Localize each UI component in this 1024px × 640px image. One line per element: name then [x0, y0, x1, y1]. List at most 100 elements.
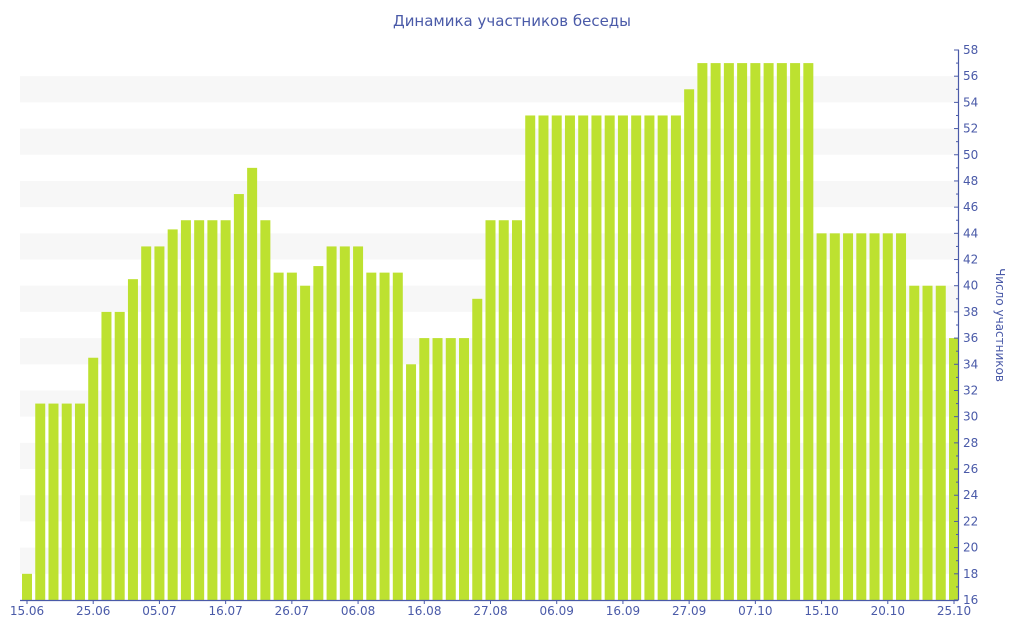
bar [154, 246, 165, 600]
y-tick-label: 52 [963, 122, 978, 136]
bar [697, 63, 708, 601]
bar [286, 272, 297, 600]
bar [101, 311, 112, 600]
x-tick-label: 15.10 [804, 604, 838, 618]
y-tick-label: 50 [963, 148, 978, 162]
y-tick-label: 44 [963, 226, 978, 240]
bar [922, 285, 933, 600]
grid-band [20, 76, 958, 103]
bar [829, 233, 840, 601]
y-tick-label: 16 [963, 593, 978, 607]
bar [498, 220, 509, 600]
bar [790, 63, 801, 601]
bar [856, 233, 867, 601]
bar [657, 115, 668, 600]
x-tick-label: 07.10 [738, 604, 772, 618]
bar [167, 229, 178, 600]
x-tick-label: 06.09 [540, 604, 574, 618]
bar [366, 272, 377, 600]
x-tick-label: 25.06 [76, 604, 110, 618]
bar [326, 246, 337, 600]
y-tick-label: 22 [963, 514, 978, 528]
bar [194, 220, 205, 600]
bar [485, 220, 496, 600]
bar [392, 272, 403, 600]
bar [564, 115, 575, 600]
bar [803, 63, 814, 601]
chart-title: Динамика участников беседы [392, 12, 632, 30]
grid-band [20, 128, 958, 155]
bar [353, 246, 364, 600]
bar [313, 266, 324, 600]
y-tick-label: 34 [963, 357, 978, 371]
bar [74, 403, 85, 600]
y-tick-label: 42 [963, 253, 978, 267]
bar [127, 279, 138, 600]
x-tick-label: 15.06 [10, 604, 44, 618]
bar [896, 233, 907, 601]
bar [644, 115, 655, 600]
y-tick-label: 58 [963, 43, 978, 57]
x-tick-label: 05.07 [142, 604, 176, 618]
bar [207, 220, 218, 600]
bar [35, 403, 46, 600]
bar [763, 63, 774, 601]
bar [670, 115, 681, 600]
bar [406, 364, 417, 600]
bar [723, 63, 734, 601]
y-tick-label: 24 [963, 488, 978, 502]
bar [419, 338, 430, 600]
bar [737, 63, 748, 601]
bar [273, 272, 284, 600]
grid-band [20, 180, 958, 208]
x-tick-label: 16.09 [606, 604, 640, 618]
bar [551, 115, 562, 600]
x-tick-label: 27.08 [473, 604, 507, 618]
bar [180, 220, 191, 600]
bar [220, 220, 231, 600]
bar [882, 233, 893, 601]
bar [750, 63, 761, 601]
bar [591, 115, 602, 600]
bar [300, 285, 311, 600]
bar [379, 272, 390, 600]
y-tick-label: 38 [963, 305, 978, 319]
bar [511, 220, 522, 600]
x-tick-label: 16.07 [208, 604, 242, 618]
bar [538, 115, 549, 600]
bar [48, 403, 59, 600]
x-tick-label: 26.07 [275, 604, 309, 618]
bar [247, 167, 258, 600]
bar [472, 298, 483, 600]
y-tick-label: 28 [963, 436, 978, 450]
bar [631, 115, 642, 600]
bar [432, 338, 443, 600]
y-tick-label: 46 [963, 200, 978, 214]
bar [525, 115, 536, 600]
y-tick-label: 32 [963, 383, 978, 397]
bar [339, 246, 350, 600]
bar [61, 403, 72, 600]
x-tick-label: 20.10 [871, 604, 905, 618]
bar [909, 285, 920, 600]
y-tick-label: 54 [963, 95, 978, 109]
y-tick-label: 30 [963, 410, 978, 424]
y-axis-label: Число участников [993, 268, 1007, 382]
bar [260, 220, 271, 600]
y-tick-label: 20 [963, 541, 978, 555]
bar [617, 115, 628, 600]
y-tick-label: 26 [963, 462, 978, 476]
bar [22, 573, 32, 600]
bar [776, 63, 787, 601]
y-tick-label: 36 [963, 331, 978, 345]
x-tick-label: 16.08 [407, 604, 441, 618]
y-tick-label: 40 [963, 279, 978, 293]
bar [114, 311, 125, 600]
bar [445, 338, 456, 600]
y-tick-label: 48 [963, 174, 978, 188]
x-tick-label: 25.10 [937, 604, 971, 618]
x-tick-label: 06.08 [341, 604, 375, 618]
bar [141, 246, 152, 600]
y-tick-label: 56 [963, 69, 978, 83]
